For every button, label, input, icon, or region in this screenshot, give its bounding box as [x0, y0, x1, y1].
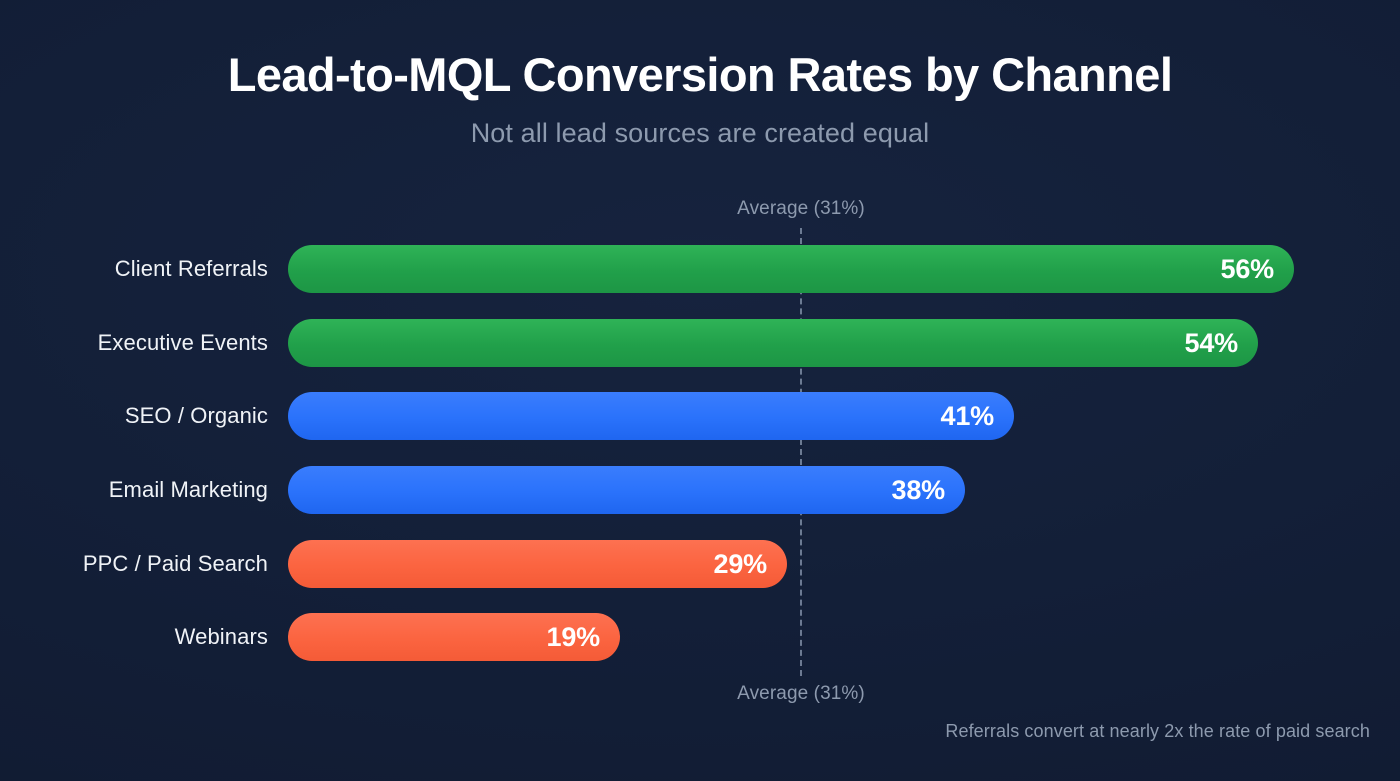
bar-row: PPC / Paid Search 29%	[0, 540, 1400, 588]
average-reference-line	[800, 228, 802, 676]
category-label: Email Marketing	[108, 477, 268, 502]
bar-value-label: 29%	[713, 548, 768, 579]
category-label: PPC / Paid Search	[82, 551, 268, 576]
chart-annotation: Referrals convert at nearly 2x the rate …	[945, 721, 1370, 741]
category-label: SEO / Organic	[124, 403, 268, 428]
average-label-top: Average (31%)	[737, 198, 865, 219]
category-label: Executive Events	[97, 330, 268, 355]
bar-value-label: 41%	[940, 400, 995, 431]
chart-header: Lead-to-MQL Conversion Rates by Channel …	[0, 48, 1400, 149]
chart-title: Lead-to-MQL Conversion Rates by Channel	[227, 48, 1173, 101]
bar-row: Client Referrals 56%	[0, 245, 1400, 293]
bar-row: Webinars 19%	[0, 613, 1400, 661]
average-label-bottom: Average (31%)	[737, 683, 865, 704]
bar-value-label: 38%	[891, 474, 946, 505]
bar-seo-organic[interactable]: 41%	[288, 392, 1014, 440]
bar-ppc-paid-search[interactable]: 29%	[288, 540, 787, 588]
bar-value-label: 19%	[546, 621, 601, 652]
bar-value-label: 56%	[1220, 253, 1275, 284]
bar-webinars[interactable]: 19%	[288, 613, 620, 661]
bar-client-referrals[interactable]: 56%	[288, 245, 1294, 293]
bar-row: Executive Events 54%	[0, 319, 1400, 367]
bar-executive-events[interactable]: 54%	[288, 319, 1258, 367]
bar-row: SEO / Organic 41%	[0, 392, 1400, 440]
bar-row: Email Marketing 38%	[0, 466, 1400, 514]
category-label: Client Referrals	[114, 256, 268, 281]
bar-value-label: 54%	[1184, 327, 1239, 358]
chart-subtitle: Not all lead sources are created equal	[470, 117, 930, 148]
category-label: Webinars	[174, 624, 268, 649]
bar-email-marketing[interactable]: 38%	[288, 466, 965, 514]
